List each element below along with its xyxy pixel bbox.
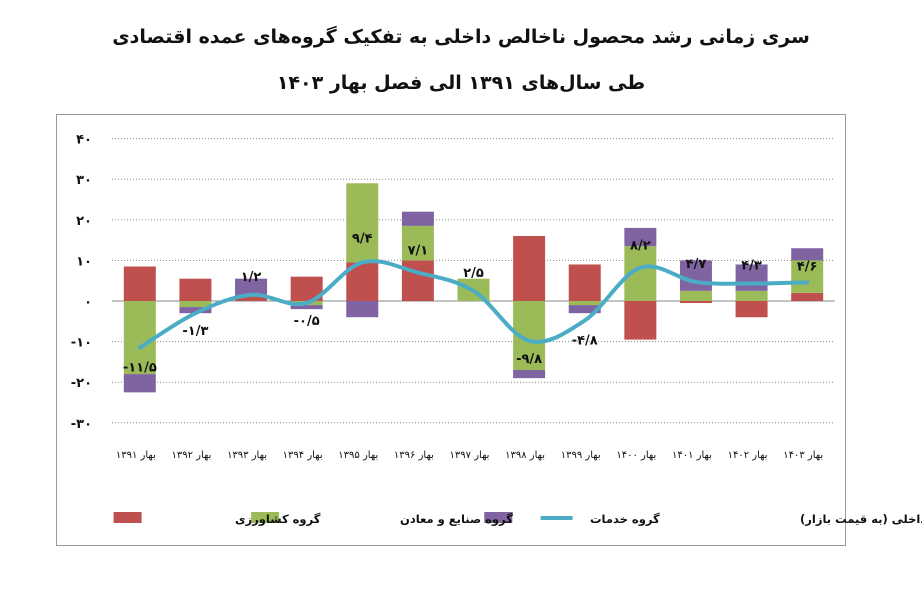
data-label: ۴/۷: [686, 257, 707, 272]
x-tick-label: بهار ۱۳۹۸: [505, 450, 545, 461]
x-tick-label: بهار ۱۳۹۲: [171, 450, 211, 461]
data-label: ۸/۲: [630, 239, 651, 254]
bar-segment: [513, 236, 546, 301]
chart-subtitle: طی سال‌های ۱۳۹۱ الی فصل بهار ۱۴۰۳: [276, 72, 646, 94]
y-tick-label: ۱۰: [76, 254, 92, 269]
bar-segment: [123, 301, 156, 375]
legend-label: گروه خدمات: [590, 512, 660, 527]
chart-frame: [56, 114, 846, 546]
bar-segment: [179, 301, 212, 308]
x-tick-label: بهار ۱۳۹۶: [394, 450, 434, 461]
y-tick-label: -۳۰: [71, 417, 92, 432]
bar-segment: [179, 278, 212, 301]
bar-segment: [568, 305, 601, 314]
bar-segment: [735, 301, 768, 318]
legend-label: محصول ناخالص داخلی (به قیمت بازار): [800, 512, 922, 527]
gdp-series-line: [137, 259, 810, 350]
chart-title: سری زمانی رشد محصول ناخالص داخلی به تفکی…: [112, 26, 810, 48]
bar-segment: [346, 183, 379, 263]
bar-segment: [235, 294, 268, 301]
x-tick-label: بهار ۱۴۰۱: [672, 450, 712, 461]
data-label: ۷/۱: [408, 244, 429, 259]
data-label: ۱/۲: [241, 270, 262, 285]
bar-segment: [735, 264, 768, 291]
bar-segment: [791, 292, 824, 301]
x-tick-label: بهار ۱۴۰۲: [728, 450, 768, 461]
x-tick-label: بهار ۱۳۹۹: [561, 450, 601, 461]
data-label: -۱۱/۵: [123, 361, 157, 376]
bar-segment: [401, 260, 434, 301]
data-label: -۰/۵: [294, 314, 320, 329]
bar-segment: [346, 301, 379, 318]
bar-segment: [123, 374, 156, 393]
bar-segment: [513, 370, 546, 379]
legend-swatch: [484, 512, 513, 523]
data-label: ۹/۴: [352, 231, 373, 246]
y-tick-label: ۳۰: [76, 173, 92, 188]
x-tick-label: بهار ۱۳۹۵: [338, 450, 378, 461]
y-tick-label: ۲۰: [76, 214, 92, 229]
y-tick-label: -۱۰: [71, 336, 92, 351]
bar-segment: [624, 301, 657, 340]
data-label: ۴/۶: [797, 259, 818, 274]
legend-swatch: [113, 512, 142, 523]
x-tick-label: بهار ۱۳۹۱: [116, 450, 156, 461]
bar-segment: [401, 211, 434, 226]
bar-segment: [568, 264, 601, 301]
bar-segment: [568, 301, 601, 306]
legend-swatch: [251, 512, 280, 523]
data-label: -۹/۸: [516, 352, 542, 367]
bar-segment: [123, 266, 156, 301]
data-label: ۲/۵: [463, 266, 484, 281]
x-tick-label: بهار ۱۳۹۳: [227, 450, 267, 461]
x-tick-label: بهار ۱۳۹۴: [283, 450, 323, 461]
bar-segment: [179, 307, 212, 314]
x-tick-label: بهار ۱۴۰۳: [783, 450, 823, 461]
bar-segment: [679, 301, 712, 304]
bar-segment: [791, 260, 824, 293]
y-tick-label: ۴۰: [76, 133, 92, 148]
x-tick-label: بهار ۱۴۰۰: [616, 450, 656, 461]
bar-segment: [679, 290, 712, 301]
bar-segment: [235, 278, 268, 295]
bar-segment: [401, 225, 434, 261]
data-label: -۱/۳: [182, 324, 208, 339]
data-label: ۴/۳: [741, 259, 762, 274]
x-tick-label: بهار ۱۳۹۷: [450, 450, 490, 461]
bar-segment: [679, 260, 712, 291]
bar-segment: [624, 227, 657, 247]
y-tick-label: -۲۰: [71, 376, 92, 391]
legend-label: گروه کشاورزی: [235, 512, 321, 527]
data-label: -۴/۸: [572, 333, 598, 348]
bar-segment: [290, 305, 323, 310]
y-tick-label: ۰: [84, 295, 92, 310]
legend-label: گروه صنایع و معادن: [400, 512, 513, 527]
bar-segment: [735, 290, 768, 301]
bar-segment: [791, 248, 824, 261]
